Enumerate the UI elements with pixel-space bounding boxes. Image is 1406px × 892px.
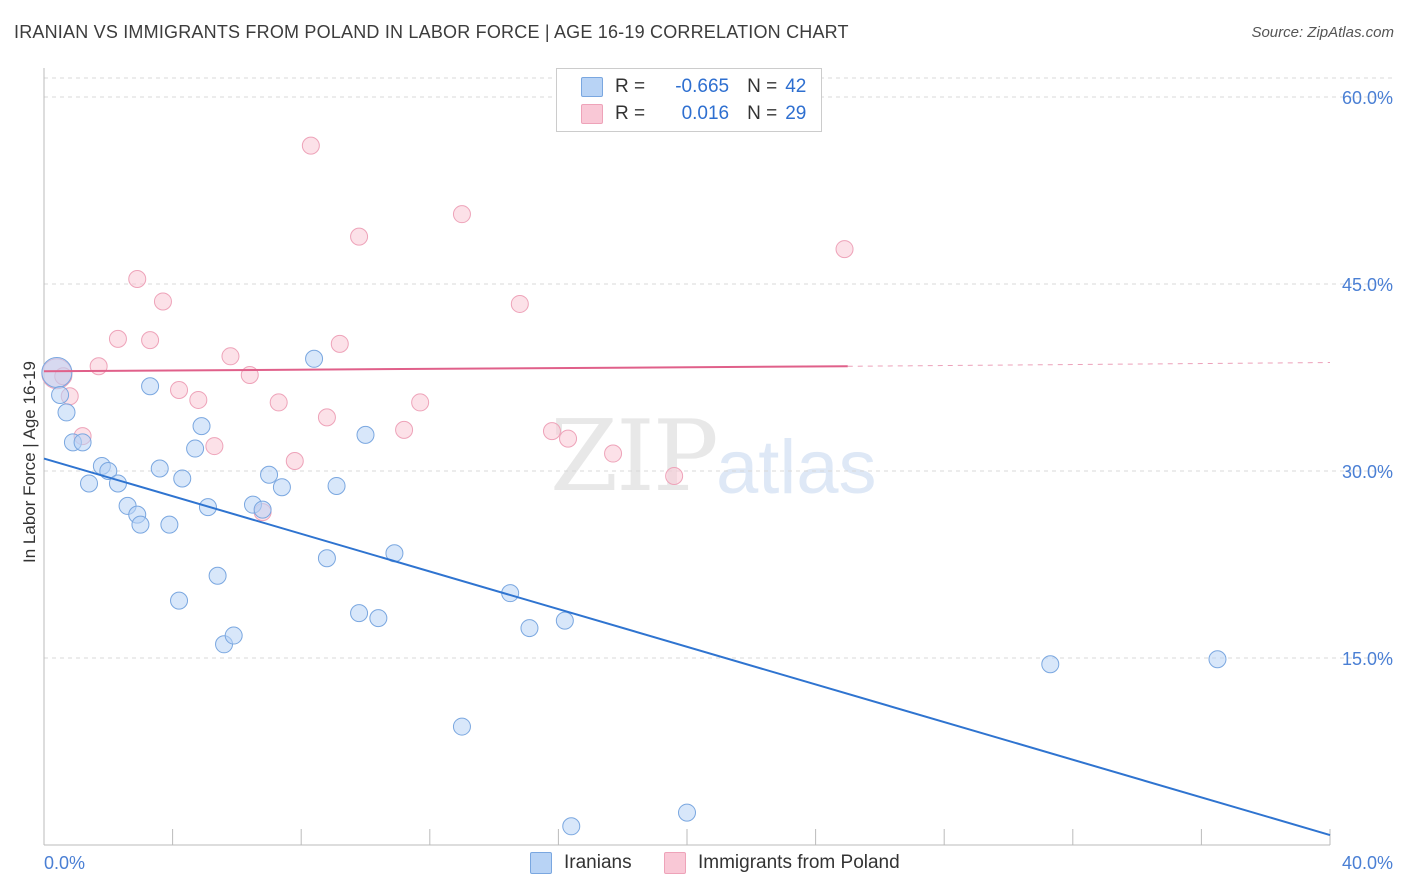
legend-r-label: R = [615, 76, 646, 97]
x-tick-label: 40.0% [1342, 853, 1393, 873]
poland-point [89, 357, 108, 376]
poland-point [170, 380, 189, 399]
legend-swatch-poland [581, 104, 603, 124]
series-legend-label: Immigrants from Poland [698, 852, 900, 873]
poland-point [285, 452, 304, 471]
iranian-point [327, 476, 346, 495]
legend-n-label: N = [747, 76, 778, 97]
iranian-point [141, 377, 160, 396]
legend-swatch-poland [664, 852, 686, 874]
iranian-point [305, 349, 324, 368]
poland-point [835, 240, 854, 259]
iranian-point [555, 611, 574, 630]
poland-point [317, 408, 336, 427]
iranian-point [186, 439, 205, 458]
watermark-atlas: atlas [716, 425, 877, 510]
legend-swatch-iranians [530, 852, 552, 874]
watermark-zip: ZIP [550, 400, 719, 514]
iranian-point [192, 417, 211, 436]
legend-n-value: 42 [785, 76, 807, 97]
iranian-point [57, 403, 76, 422]
series-legend-poland[interactable]: Immigrants from Poland [664, 852, 900, 874]
poland-point [330, 334, 349, 353]
iranian-point [520, 619, 539, 638]
series-legend-label: Iranians [564, 852, 632, 873]
legend-r-value: -0.665 [675, 76, 730, 97]
y-tick-label: 15.0% [1342, 649, 1393, 669]
iranian-point [150, 459, 169, 478]
legend-row-poland: R = 0.016 N = 29 [581, 102, 806, 126]
iranian-point [369, 609, 388, 628]
poland-point [510, 294, 529, 313]
poland-trendline [43, 365, 848, 373]
poland-point [108, 329, 127, 348]
iranian-point [317, 549, 336, 568]
poland-point [452, 205, 471, 224]
iranian-point [350, 604, 369, 623]
iranian-point [1041, 655, 1060, 674]
source-label: Source: ZipAtlas.com [1251, 24, 1394, 41]
x-tick-label: 0.0% [44, 853, 85, 873]
legend-r-value: 0.016 [681, 103, 730, 124]
poland-point [153, 292, 172, 311]
chart-title: IRANIAN VS IMMIGRANTS FROM POLAND IN LAB… [14, 22, 849, 42]
poland-point [559, 429, 578, 448]
iranian-point [131, 515, 150, 534]
poland-point [411, 393, 430, 412]
poland-point [205, 437, 224, 456]
legend-r-label: R = [615, 103, 646, 124]
iranian-point [253, 500, 272, 519]
legend-n-label: N = [747, 103, 778, 124]
poland-point [665, 466, 684, 485]
iranian-point [272, 478, 291, 497]
iranian-point [41, 357, 73, 389]
poland-point [269, 393, 288, 412]
iranian-point [260, 465, 279, 484]
y-tick-label: 45.0% [1342, 275, 1393, 295]
iranian-point [80, 474, 99, 493]
series-legend-iranians[interactable]: Iranians [530, 852, 632, 874]
poland-point [301, 136, 320, 155]
iranian-point [678, 803, 696, 822]
poland-point [350, 227, 369, 246]
iranian-point [170, 591, 189, 610]
poland-point [189, 390, 208, 409]
iranian-point [452, 717, 471, 736]
poland-point [542, 422, 561, 441]
legend-row-iranians: R = -0.665 N = 42 [581, 75, 806, 99]
iranian-point [1208, 650, 1227, 669]
legend-swatch-iranians [581, 77, 603, 97]
y-tick-label: 30.0% [1342, 462, 1393, 482]
iranian-point [208, 566, 227, 585]
poland-point [395, 420, 414, 439]
iranian-point [73, 433, 92, 452]
poland-point [141, 331, 160, 350]
poland-point [221, 347, 240, 366]
y-tick-label: 60.0% [1342, 88, 1393, 108]
poland-point [128, 270, 147, 289]
legend-n-value: 29 [785, 103, 807, 124]
correlation-legend: R = -0.665 N = 42 R = 0.016 N = 29 [556, 68, 822, 132]
poland-trendline-extension [847, 362, 1331, 367]
iranian-point [562, 817, 581, 836]
poland-point [604, 444, 623, 463]
iranian-point [356, 425, 375, 444]
iranian-point [160, 515, 179, 534]
series-legend: Iranians Immigrants from Poland [0, 852, 1406, 878]
iranian-point [51, 385, 70, 404]
iranian-point [173, 469, 192, 488]
iranian-point [224, 626, 243, 645]
iranians-trendline [43, 457, 1331, 836]
